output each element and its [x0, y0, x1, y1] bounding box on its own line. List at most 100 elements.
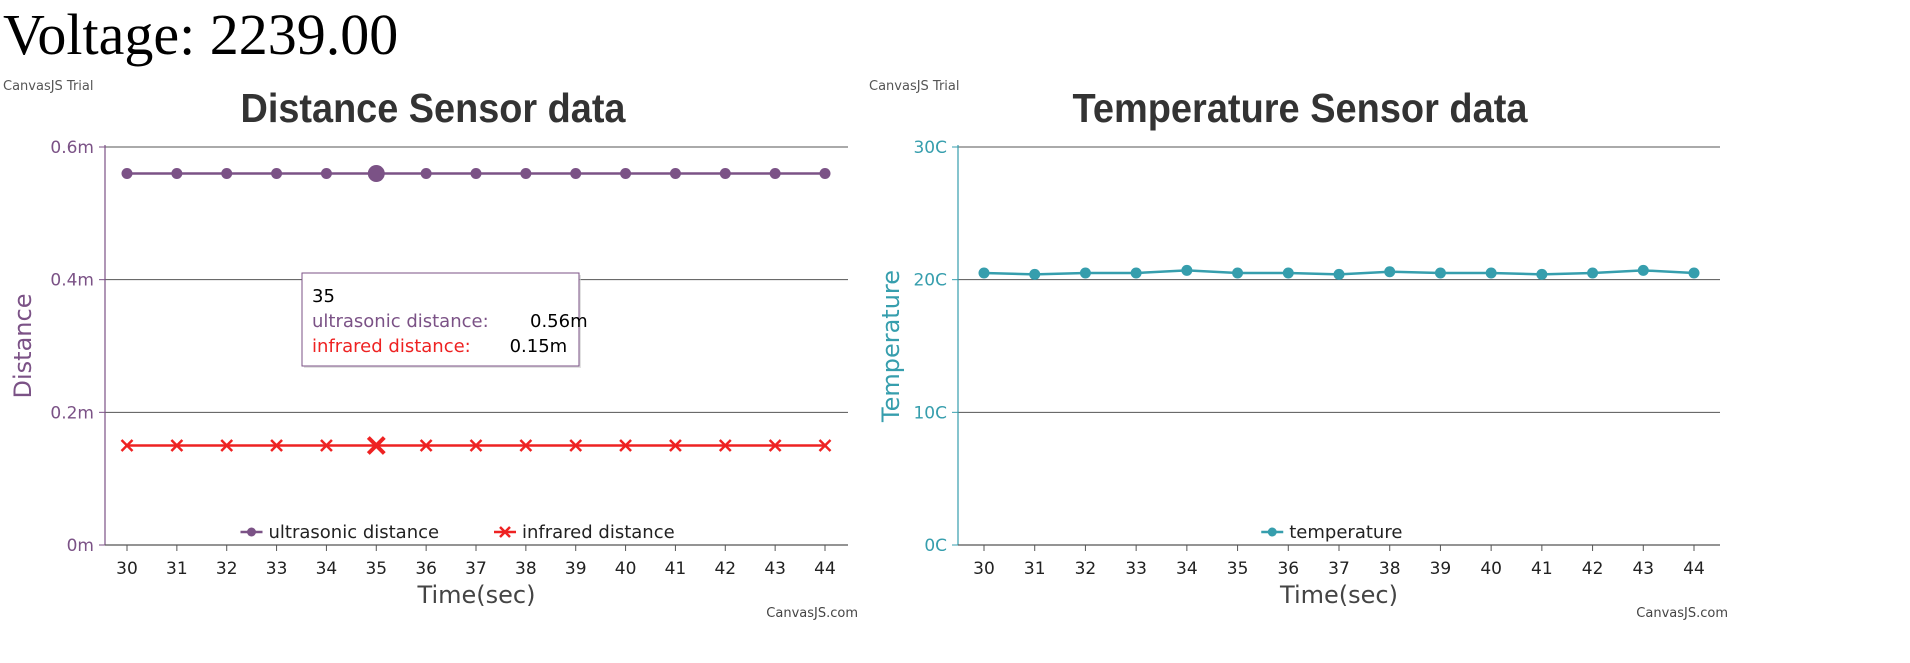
- cross-stroke: [419, 439, 433, 452]
- legend-label: ultrasonic distance: [269, 522, 440, 543]
- cross-stroke: [120, 439, 134, 452]
- x-tick-label: 33: [1125, 559, 1147, 579]
- cross-stroke: [818, 439, 832, 452]
- data-point: [818, 439, 832, 452]
- x-tick-label: 32: [216, 559, 238, 579]
- legend-marker: [247, 527, 256, 537]
- chart-distance: CanvasJS Trial CanvasJS.com Distance Senso…: [3, 79, 858, 621]
- tooltip-series-name: ultrasonic distance:: [312, 311, 489, 332]
- data-point: [1384, 266, 1396, 278]
- x-tick-label: 43: [764, 559, 786, 579]
- data-point: [120, 439, 134, 452]
- y-tick-label: 20C: [913, 271, 947, 291]
- tooltip-header: 35: [312, 286, 335, 307]
- data-point: [221, 168, 233, 180]
- data-point: [1333, 268, 1345, 280]
- data-point: [121, 168, 133, 180]
- chart-tooltip: 35 ultrasonic distance: 0.56m infrared dist…: [301, 272, 588, 368]
- x-tick-label: 40: [615, 559, 637, 579]
- data-point: [978, 267, 990, 279]
- x-tick-label: 39: [1430, 559, 1452, 579]
- data-point: [419, 439, 433, 452]
- cross-stroke: [170, 439, 184, 452]
- legend-label: temperature: [1289, 522, 1402, 543]
- legend-label: infrared distance: [522, 522, 675, 543]
- data-point: [1130, 267, 1142, 279]
- chart-legend: temperature: [1261, 522, 1402, 543]
- x-tick-label: 34: [1176, 559, 1198, 579]
- cross-stroke: [320, 439, 333, 452]
- voltage-value: 2239.00: [209, 2, 399, 67]
- data-point: [220, 439, 234, 452]
- data-point: [270, 439, 283, 452]
- cross-stroke: [366, 436, 386, 455]
- data-point: [1587, 267, 1599, 279]
- y-tick-label: 0.2m: [50, 403, 94, 423]
- voltage-label: Voltage:: [3, 2, 196, 67]
- x-tick-label: 42: [714, 559, 736, 579]
- data-point: [420, 168, 432, 180]
- chart-temperature: CanvasJS Trial CanvasJS.com Temperature Se…: [869, 79, 1728, 621]
- cross-stroke: [270, 439, 283, 452]
- chart-credit: CanvasJS.com: [1636, 606, 1728, 621]
- data-point: [1485, 267, 1497, 279]
- x-tick-label: 35: [365, 559, 387, 579]
- data-point: [669, 168, 681, 180]
- x-tick-label: 41: [665, 559, 687, 579]
- y-tick-label: 30C: [913, 138, 947, 158]
- data-point: [171, 168, 183, 180]
- x-tick-label: 30: [973, 559, 995, 579]
- data-point: [1079, 267, 1091, 279]
- cross-stroke: [768, 439, 782, 452]
- series-temperature: [978, 264, 1700, 280]
- cross-stroke: [619, 439, 632, 452]
- x-tick-label: 37: [1328, 559, 1350, 579]
- chart-legend: ultrasonic distance infrared distance: [240, 522, 675, 543]
- x-tick-label: 36: [415, 559, 437, 579]
- data-point: [719, 168, 731, 180]
- x-tick-label: 42: [1582, 559, 1604, 579]
- data-point: [1181, 264, 1193, 276]
- data-point: [1434, 267, 1446, 279]
- tooltip-series-value: 0.15m: [510, 336, 568, 357]
- data-point: [469, 439, 483, 452]
- series-ultrasonic-distance: [121, 165, 831, 183]
- cross-stroke: [519, 439, 533, 452]
- x-axis-label: Time(sec): [1279, 581, 1398, 609]
- y-tick-label: 10C: [913, 403, 947, 423]
- chart-watermark: CanvasJS Trial: [869, 79, 960, 94]
- x-tick-label: 39: [565, 559, 587, 579]
- data-point: [520, 168, 532, 180]
- x-tick-label: 37: [465, 559, 487, 579]
- tooltip-box: [301, 272, 580, 367]
- data-point: [470, 168, 482, 180]
- chart-watermark: CanvasJS Trial: [3, 79, 94, 94]
- tooltip-series-value: 0.56m: [530, 311, 588, 332]
- cross-stroke: [718, 439, 732, 452]
- legend-item: ultrasonic distance: [240, 522, 440, 543]
- series-infrared-distance: [120, 436, 832, 455]
- x-tick-label: 30: [116, 559, 138, 579]
- x-tick-label: 44: [1683, 559, 1705, 579]
- data-point: [1282, 267, 1294, 279]
- cross-stroke: [220, 439, 234, 452]
- data-point: [271, 168, 283, 180]
- data-point: [620, 168, 632, 180]
- chart-credit: CanvasJS.com: [766, 606, 858, 621]
- data-point: [1688, 267, 1700, 279]
- x-tick-label: 35: [1227, 559, 1249, 579]
- data-point: [669, 439, 682, 452]
- y-tick-label: 0.6m: [50, 138, 94, 158]
- data-point: [1536, 268, 1548, 280]
- tooltip-series-name: infrared distance:: [312, 336, 471, 357]
- x-tick-label: 43: [1632, 559, 1654, 579]
- x-tick-label: 41: [1531, 559, 1553, 579]
- legend-item: temperature: [1261, 522, 1402, 543]
- data-point: [569, 439, 583, 452]
- x-tick-label: 38: [1379, 559, 1401, 579]
- x-tick-label: 32: [1075, 559, 1097, 579]
- x-tick-label: 34: [316, 559, 338, 579]
- data-point: [619, 439, 632, 452]
- data-point: [718, 439, 732, 452]
